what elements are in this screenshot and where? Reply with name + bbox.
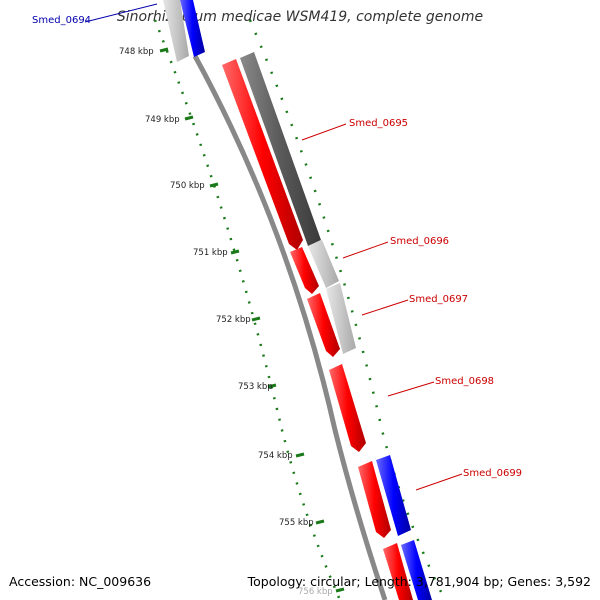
gene-smed-0695[interactable] xyxy=(222,59,303,250)
genome-title: Sinorhizobium medicae WSM419, complete g… xyxy=(116,9,484,25)
accession-label: Accession: NC_009636 xyxy=(9,574,152,589)
gene-label-smed-0695[interactable]: Smed_0695 xyxy=(349,118,408,129)
gene-smed-0699[interactable] xyxy=(358,461,391,538)
ruler-label-751: 751 kbp xyxy=(193,248,228,258)
ruler-ticks xyxy=(159,47,345,593)
gene-bottom-red[interactable] xyxy=(383,543,413,600)
ruler-label-755: 755 kbp xyxy=(279,518,314,528)
ruler-label-748: 748 kbp xyxy=(119,47,154,57)
gene-smed-0694-gray[interactable] xyxy=(163,0,189,62)
ruler-label-754: 754 kbp xyxy=(258,451,293,461)
gene-bottom-blue[interactable] xyxy=(401,540,432,600)
gene-smed-0699-blue[interactable] xyxy=(376,455,411,536)
gene-smed-0695-gray[interactable] xyxy=(240,52,321,246)
ruler-track-outer xyxy=(248,19,447,600)
gene-smed-0698[interactable] xyxy=(329,364,366,452)
gene-smed-0697[interactable] xyxy=(307,293,340,357)
gene-smed-0696-gray[interactable] xyxy=(308,240,339,288)
gene-leader-lines xyxy=(84,3,463,491)
gene-smed-0696[interactable] xyxy=(290,247,319,294)
ruler-label-750: 750 kbp xyxy=(170,181,205,191)
genome-summary: Topology: circular; Length: 3,781,904 bp… xyxy=(247,574,591,589)
genome-backbone xyxy=(192,54,388,600)
ruler-label-756: 756 kbp xyxy=(298,587,333,597)
gene-label-smed-0697[interactable]: Smed_0697 xyxy=(409,294,468,305)
ruler-label-749: 749 kbp xyxy=(145,115,180,125)
ruler-label-752: 752 kbp xyxy=(216,315,251,325)
gene-smed-0694[interactable] xyxy=(180,0,205,57)
gene-track xyxy=(163,0,432,600)
gene-label-smed-0694[interactable]: Smed_0694 xyxy=(32,15,91,26)
gene-label-smed-0699[interactable]: Smed_0699 xyxy=(463,468,522,479)
gene-label-smed-0698[interactable]: Smed_0698 xyxy=(435,376,494,387)
ruler-label-753: 753 kbp xyxy=(238,382,273,392)
gene-label-smed-0696[interactable]: Smed_0696 xyxy=(390,236,449,247)
ruler-track-inner xyxy=(153,19,342,600)
gene-smed-0697-gray[interactable] xyxy=(326,283,356,354)
